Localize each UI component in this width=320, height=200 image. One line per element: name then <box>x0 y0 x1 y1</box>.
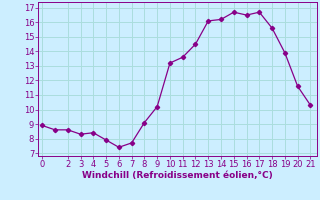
X-axis label: Windchill (Refroidissement éolien,°C): Windchill (Refroidissement éolien,°C) <box>82 171 273 180</box>
